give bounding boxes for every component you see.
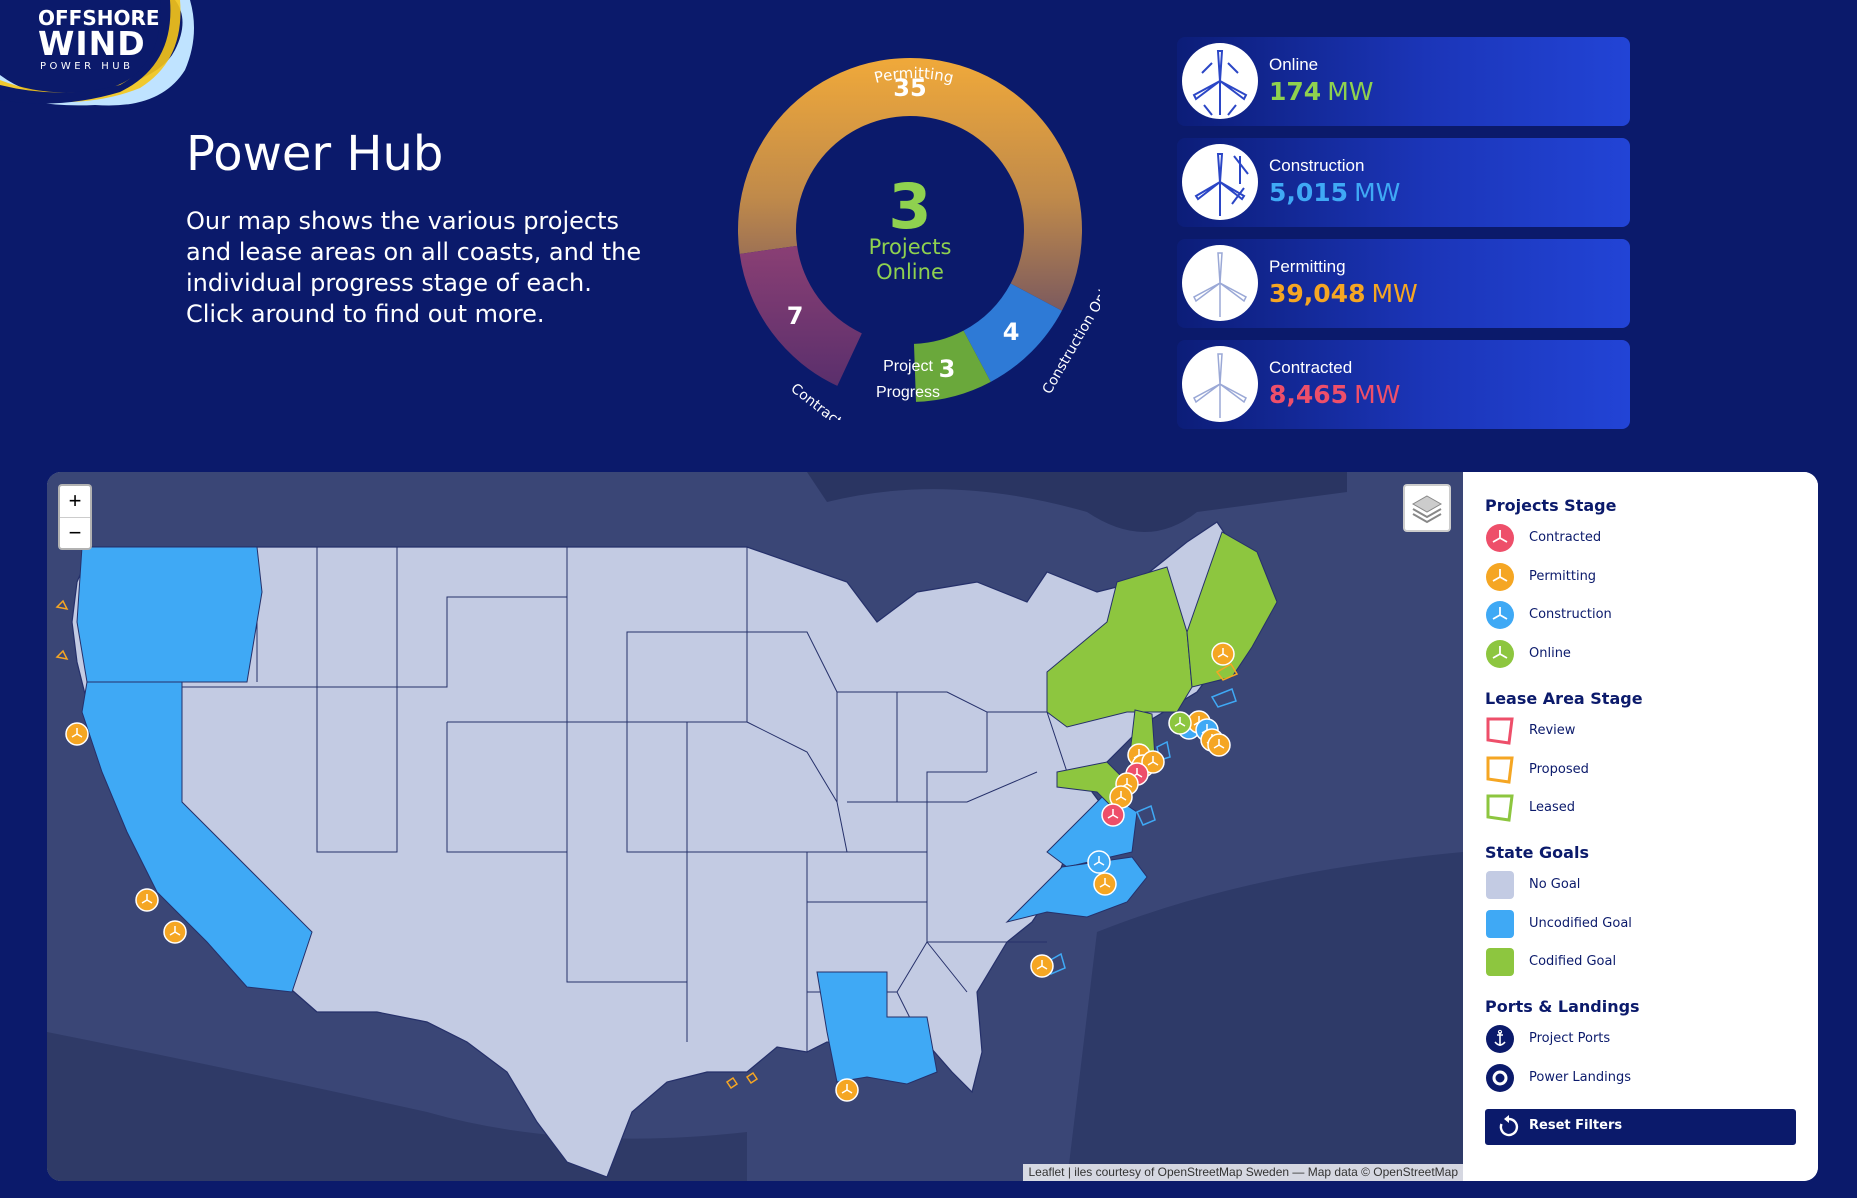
lease-area-swatch-icon	[1486, 794, 1514, 822]
stat-card-permitting[interactable]: Permitting 39,048 MW	[1177, 239, 1630, 328]
donut-center-label-2: Online	[876, 260, 944, 284]
turbine-glyph-icon	[1036, 960, 1048, 970]
stat-value: 8,465 MW	[1269, 380, 1401, 409]
reset-icon	[1499, 1115, 1519, 1137]
turbine-glyph-icon	[169, 926, 181, 936]
reset-filters-button[interactable]: Reset Filters	[1485, 1109, 1796, 1145]
stat-card-contracted[interactable]: Contracted 8,465 MW	[1177, 340, 1630, 429]
turbine-marker-icon	[1486, 562, 1514, 591]
turbine-glyph-icon	[1174, 717, 1186, 727]
legend-ports-heading: Ports & Landings	[1485, 997, 1640, 1016]
logo-line-2: WIND	[38, 24, 146, 63]
page-title: Power Hub	[186, 126, 444, 182]
stat-value: 39,048 MW	[1269, 279, 1418, 308]
stat-value: 174 MW	[1269, 77, 1374, 106]
donut-segment-construction[interactable]	[963, 283, 1062, 382]
state-california[interactable]	[81, 681, 313, 993]
stat-label: Online	[1269, 55, 1319, 74]
donut-center-value: 3	[888, 170, 931, 243]
project-markers[interactable]	[65, 642, 1235, 1102]
turbine-glyph-icon	[141, 894, 153, 904]
donut-value-construction: 4	[1003, 318, 1020, 346]
turbine-marker-icon	[1486, 639, 1514, 668]
logo[interactable]: OFFSHORE WIND POWER HUB	[0, 0, 200, 110]
lease-area-swatch-icon	[1486, 717, 1514, 745]
stat-value: 5,015 MW	[1269, 178, 1401, 207]
stat-label: Permitting	[1269, 257, 1346, 276]
map-attribution: Leaflet | iles courtesy of OpenStreetMap…	[1023, 1164, 1463, 1181]
legend-lease-heading: Lease Area Stage	[1485, 689, 1643, 708]
zoom-in-button[interactable]: +	[68, 488, 82, 513]
map-panel: + − Leaflet | iles courtesy of OpenStree…	[47, 472, 1818, 1181]
state-new-england[interactable]	[1186, 531, 1278, 688]
layers-icon	[1411, 495, 1443, 524]
legend-item-label: Permitting	[1529, 568, 1597, 584]
turbine-glyph-icon	[1115, 791, 1127, 801]
wind-turbine-outline-icon	[1182, 346, 1258, 422]
turbine-glyph-icon	[1217, 648, 1229, 658]
lease-area-swatch-icon	[1486, 756, 1514, 784]
state-north-carolina[interactable]	[1005, 856, 1148, 923]
state-louisiana[interactable]	[816, 971, 938, 1085]
wind-turbine-crane-icon	[1182, 144, 1258, 220]
donut-caption-2: Progress	[876, 384, 940, 401]
zoom-out-button[interactable]: −	[60, 517, 90, 548]
turbine-glyph-icon	[1107, 809, 1119, 819]
legend-item-label: Construction	[1529, 607, 1612, 622]
legend-item-label: Online	[1529, 645, 1571, 661]
legend-item-label: Review	[1529, 723, 1576, 738]
turbine-glyph-icon	[1099, 878, 1111, 888]
zoom-control[interactable]: + −	[58, 484, 92, 550]
legend-item-label: No Goal	[1529, 877, 1581, 892]
legend-item-label: Uncodified Goal	[1529, 915, 1632, 931]
turbine-glyph-icon	[841, 1084, 853, 1094]
goal-swatch-icon	[1486, 871, 1514, 899]
donut-segment-contracted[interactable]	[739, 245, 862, 386]
turbine-glyph-icon	[1213, 739, 1225, 749]
legend-goals-heading: State Goals	[1485, 843, 1589, 862]
turbine-glyph-icon	[1093, 856, 1105, 866]
donut-value-permitting: 35	[893, 74, 926, 102]
arc-label-permitting: Permitting	[872, 64, 955, 87]
map-legend: Projects Stage Lease Area Stage State Go…	[1463, 472, 1818, 1181]
legend-projects-heading: Projects Stage	[1485, 496, 1617, 515]
progress-donut: 35 4 3 7 Permitting 3 Projects Online Proje…	[720, 40, 1123, 441]
target-icon	[1486, 1064, 1514, 1092]
donut-caption-1: Project	[883, 358, 933, 375]
stat-label: Construction	[1269, 156, 1365, 175]
intro-text: Our map shows the various projects and l…	[186, 207, 642, 328]
logo-line-3: POWER HUB	[40, 61, 134, 72]
turbine-marker-icon	[1486, 524, 1514, 552]
donut-value-online: 3	[939, 355, 956, 383]
stat-card-construction[interactable]: Construction 5,015 MW	[1177, 138, 1630, 227]
legend-item-label: Leased	[1529, 800, 1576, 815]
donut-center-label-1: Projects	[869, 235, 952, 259]
turbine-glyph-icon	[1147, 756, 1159, 766]
turbine-marker-icon	[1486, 601, 1514, 629]
donut-segment-online[interactable]	[913, 330, 991, 402]
arc-label-contracted-text: Contracted	[788, 381, 859, 420]
donut-value-contracted: 7	[787, 302, 804, 330]
goal-swatch-icon	[1486, 948, 1514, 976]
turbine-glyph-icon	[71, 728, 83, 738]
stat-label: Contracted	[1269, 358, 1353, 377]
legend-item-label: Contracted	[1529, 530, 1602, 545]
state-oregon[interactable]	[76, 546, 263, 683]
layers-button[interactable]	[1403, 484, 1451, 532]
logo-line-1: OFFSHORE	[38, 6, 160, 30]
donut-segment-permitting[interactable]	[738, 57, 1082, 311]
wind-turbine-icon	[1182, 43, 1258, 119]
anchor-icon	[1486, 1025, 1514, 1053]
logo-wave-icon	[0, 0, 194, 106]
wind-turbine-outline-icon	[1182, 245, 1258, 321]
stat-card-online[interactable]: Online 174 MW	[1177, 37, 1630, 126]
goal-swatch-icon	[1486, 909, 1514, 938]
us-map[interactable]: + − Leaflet | iles courtesy of OpenStree…	[47, 472, 1463, 1181]
legend-item-label: Proposed	[1529, 761, 1589, 777]
legend-item-label: Codified Goal	[1529, 954, 1617, 969]
